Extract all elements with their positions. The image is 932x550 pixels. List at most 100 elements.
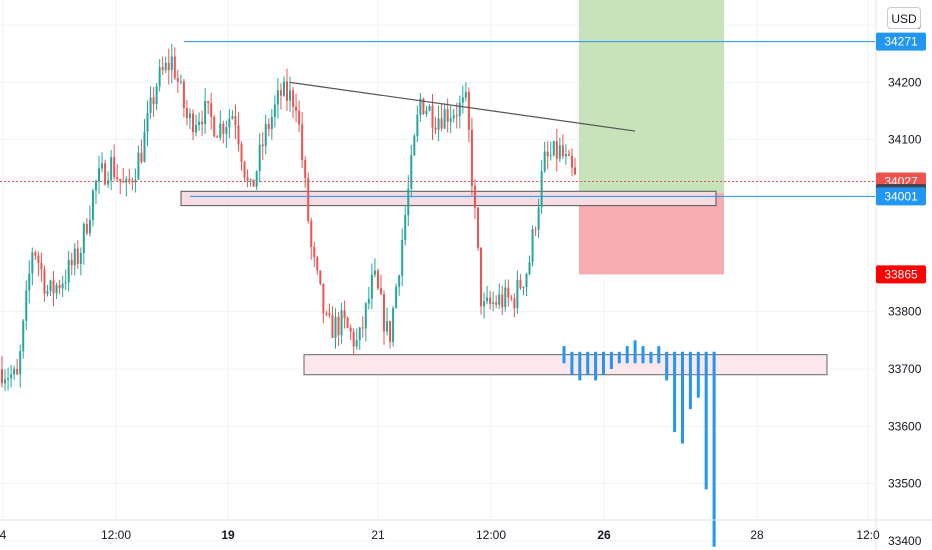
candle-body xyxy=(407,188,410,216)
candle-body xyxy=(16,368,19,375)
candle-body xyxy=(319,270,322,284)
candle-body xyxy=(395,286,398,309)
candle-body xyxy=(101,163,104,169)
candle-body xyxy=(134,179,137,183)
candle-body xyxy=(25,290,28,321)
x-tick-label: 12:00 xyxy=(476,528,506,542)
candle-body xyxy=(307,178,310,222)
candle-body xyxy=(467,92,470,130)
candle-body xyxy=(292,90,295,107)
candle-body xyxy=(295,106,298,111)
candle-body xyxy=(331,315,334,338)
candle-body xyxy=(367,298,370,304)
candle-body xyxy=(349,327,352,332)
candle-body xyxy=(185,107,188,119)
candle-body xyxy=(243,161,246,178)
candle-body xyxy=(383,294,385,332)
y-tick-label: 33600 xyxy=(888,419,922,433)
candle-body xyxy=(4,379,7,384)
target-zone[interactable] xyxy=(579,0,724,193)
resistance-box[interactable] xyxy=(180,190,717,207)
y-tick-label: 34100 xyxy=(888,133,922,147)
price-badge-34271: 34271 xyxy=(876,32,926,51)
candle-body xyxy=(495,302,498,305)
risk-reward-zones[interactable] xyxy=(579,0,724,275)
candle-body xyxy=(10,374,13,379)
stop-zone[interactable] xyxy=(579,192,724,275)
candle-body xyxy=(528,262,531,274)
candle-body xyxy=(570,155,573,168)
candle-body xyxy=(34,252,37,256)
candle-body xyxy=(389,321,392,342)
candle-body xyxy=(61,283,64,289)
candle-body xyxy=(364,303,367,329)
candle-body xyxy=(261,144,264,147)
candle-body xyxy=(379,288,382,295)
candle-body xyxy=(110,157,113,181)
price-badge-33865: 33865 xyxy=(876,265,926,284)
candle-body xyxy=(552,141,555,156)
candle-body xyxy=(437,118,440,130)
candle-body xyxy=(52,280,55,294)
candle-body xyxy=(204,101,207,125)
x-tick-label: 21 xyxy=(371,528,385,542)
candle-body xyxy=(43,269,46,294)
candle-body xyxy=(285,81,288,101)
y-tick-label: 33500 xyxy=(888,477,922,491)
candle-body xyxy=(152,97,155,105)
candle-body xyxy=(19,351,22,375)
horizontal-lines[interactable] xyxy=(0,0,875,197)
candle-body xyxy=(298,110,301,125)
candle-body xyxy=(480,247,483,307)
price-badges: 34460344503427134027340073400133865 xyxy=(876,32,926,284)
candle-body xyxy=(270,117,273,130)
candle-body xyxy=(13,368,16,375)
candle-body xyxy=(416,114,419,137)
candle-body xyxy=(58,285,61,289)
candle-body xyxy=(455,115,458,117)
candle-body xyxy=(525,273,528,287)
candle-body xyxy=(201,121,204,125)
candle-body xyxy=(355,340,358,347)
candle-body xyxy=(222,123,225,134)
candle-body xyxy=(173,56,176,79)
currency-button[interactable]: USD xyxy=(887,7,921,29)
candle-body xyxy=(49,280,52,291)
candle-body xyxy=(140,152,143,162)
candle-body xyxy=(79,253,82,264)
candle-body xyxy=(258,144,261,172)
trendline-group[interactable] xyxy=(289,81,636,132)
support-resistance-boxes[interactable] xyxy=(180,190,828,376)
candle-body xyxy=(358,327,361,341)
candle-body xyxy=(404,215,407,240)
candle-body xyxy=(119,178,122,182)
candle-body xyxy=(213,116,216,137)
candle-body xyxy=(273,104,276,118)
candle-body xyxy=(55,285,58,294)
candle-body xyxy=(567,154,570,156)
x-axis[interactable]: 4 12:00 19 21 12:00 26 28 12:0 xyxy=(0,519,932,542)
x-tick-label: 28 xyxy=(750,528,764,542)
price-badge-text: 33865 xyxy=(884,267,918,281)
price-badge-text: 34271 xyxy=(884,35,918,49)
grid-lines xyxy=(0,0,875,542)
candle-body xyxy=(340,310,343,336)
y-tick-label: 33700 xyxy=(888,362,922,376)
candle-body xyxy=(282,81,285,96)
candle-body xyxy=(88,219,91,234)
candle-body xyxy=(476,207,479,248)
candle-body xyxy=(107,180,110,185)
candle-body xyxy=(310,221,313,247)
trendline[interactable] xyxy=(289,81,636,132)
candle-body xyxy=(322,283,325,314)
candle-body xyxy=(452,115,455,119)
candle-body xyxy=(240,144,243,162)
candle-body xyxy=(537,207,540,230)
candle-body xyxy=(513,298,516,309)
candle-body xyxy=(431,105,434,128)
candle-body xyxy=(410,155,413,189)
candle-body xyxy=(446,109,449,122)
candle-body xyxy=(267,124,270,130)
candle-body xyxy=(486,297,489,302)
